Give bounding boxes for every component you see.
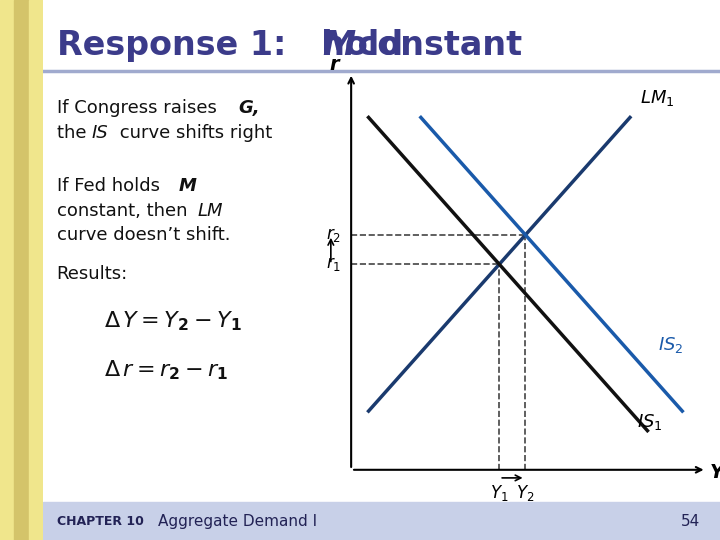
Text: M: M <box>179 177 197 195</box>
Text: constant, then: constant, then <box>57 201 193 220</box>
Text: $\mathit{r}_2$: $\mathit{r}_2$ <box>326 226 341 244</box>
Text: LM: LM <box>197 201 223 220</box>
Bar <box>14 0 29 540</box>
Bar <box>0 0 14 540</box>
Text: Aggregate Demand I: Aggregate Demand I <box>158 514 318 529</box>
Text: M: M <box>323 29 356 63</box>
Text: r: r <box>330 55 339 75</box>
Text: constant: constant <box>346 29 523 63</box>
Text: If Fed holds: If Fed holds <box>57 177 166 195</box>
Text: Results:: Results: <box>57 265 128 284</box>
Text: $\mathit{r}_1$: $\mathit{r}_1$ <box>325 255 341 273</box>
Bar <box>43 502 720 540</box>
Text: G,: G, <box>238 99 260 117</box>
Text: 54: 54 <box>680 514 700 529</box>
Text: Response 1:   hold: Response 1: hold <box>57 29 415 63</box>
Text: If Congress raises: If Congress raises <box>57 99 222 117</box>
Text: curve shifts right: curve shifts right <box>114 124 272 142</box>
Text: $\mathit{LM}_1$: $\mathit{LM}_1$ <box>641 88 675 108</box>
Text: $\mathit{IS}_2$: $\mathit{IS}_2$ <box>658 334 683 355</box>
Text: $\mathit{Y}_2$: $\mathit{Y}_2$ <box>516 483 535 503</box>
Bar <box>29 0 43 540</box>
Text: IS: IS <box>92 124 109 142</box>
Text: $\mathit{IS}_1$: $\mathit{IS}_1$ <box>637 412 662 432</box>
Text: $\Delta\,\mathbf{\mathit{Y}} = \mathbf{\mathit{Y}}_{\mathbf{2}} - \mathbf{\mathi: $\Delta\,\mathbf{\mathit{Y}} = \mathbf{\… <box>104 309 242 333</box>
Text: the: the <box>57 124 92 142</box>
Text: Y: Y <box>709 463 720 482</box>
Text: curve doesn’t shift.: curve doesn’t shift. <box>57 226 230 244</box>
Text: $\Delta\,\mathbf{\mathit{r}} = \mathbf{\mathit{r}}_{\mathbf{2}} - \mathbf{\mathi: $\Delta\,\mathbf{\mathit{r}} = \mathbf{\… <box>104 358 228 382</box>
Text: CHAPTER 10: CHAPTER 10 <box>57 515 143 528</box>
Text: $\mathit{Y}_1$: $\mathit{Y}_1$ <box>490 483 508 503</box>
